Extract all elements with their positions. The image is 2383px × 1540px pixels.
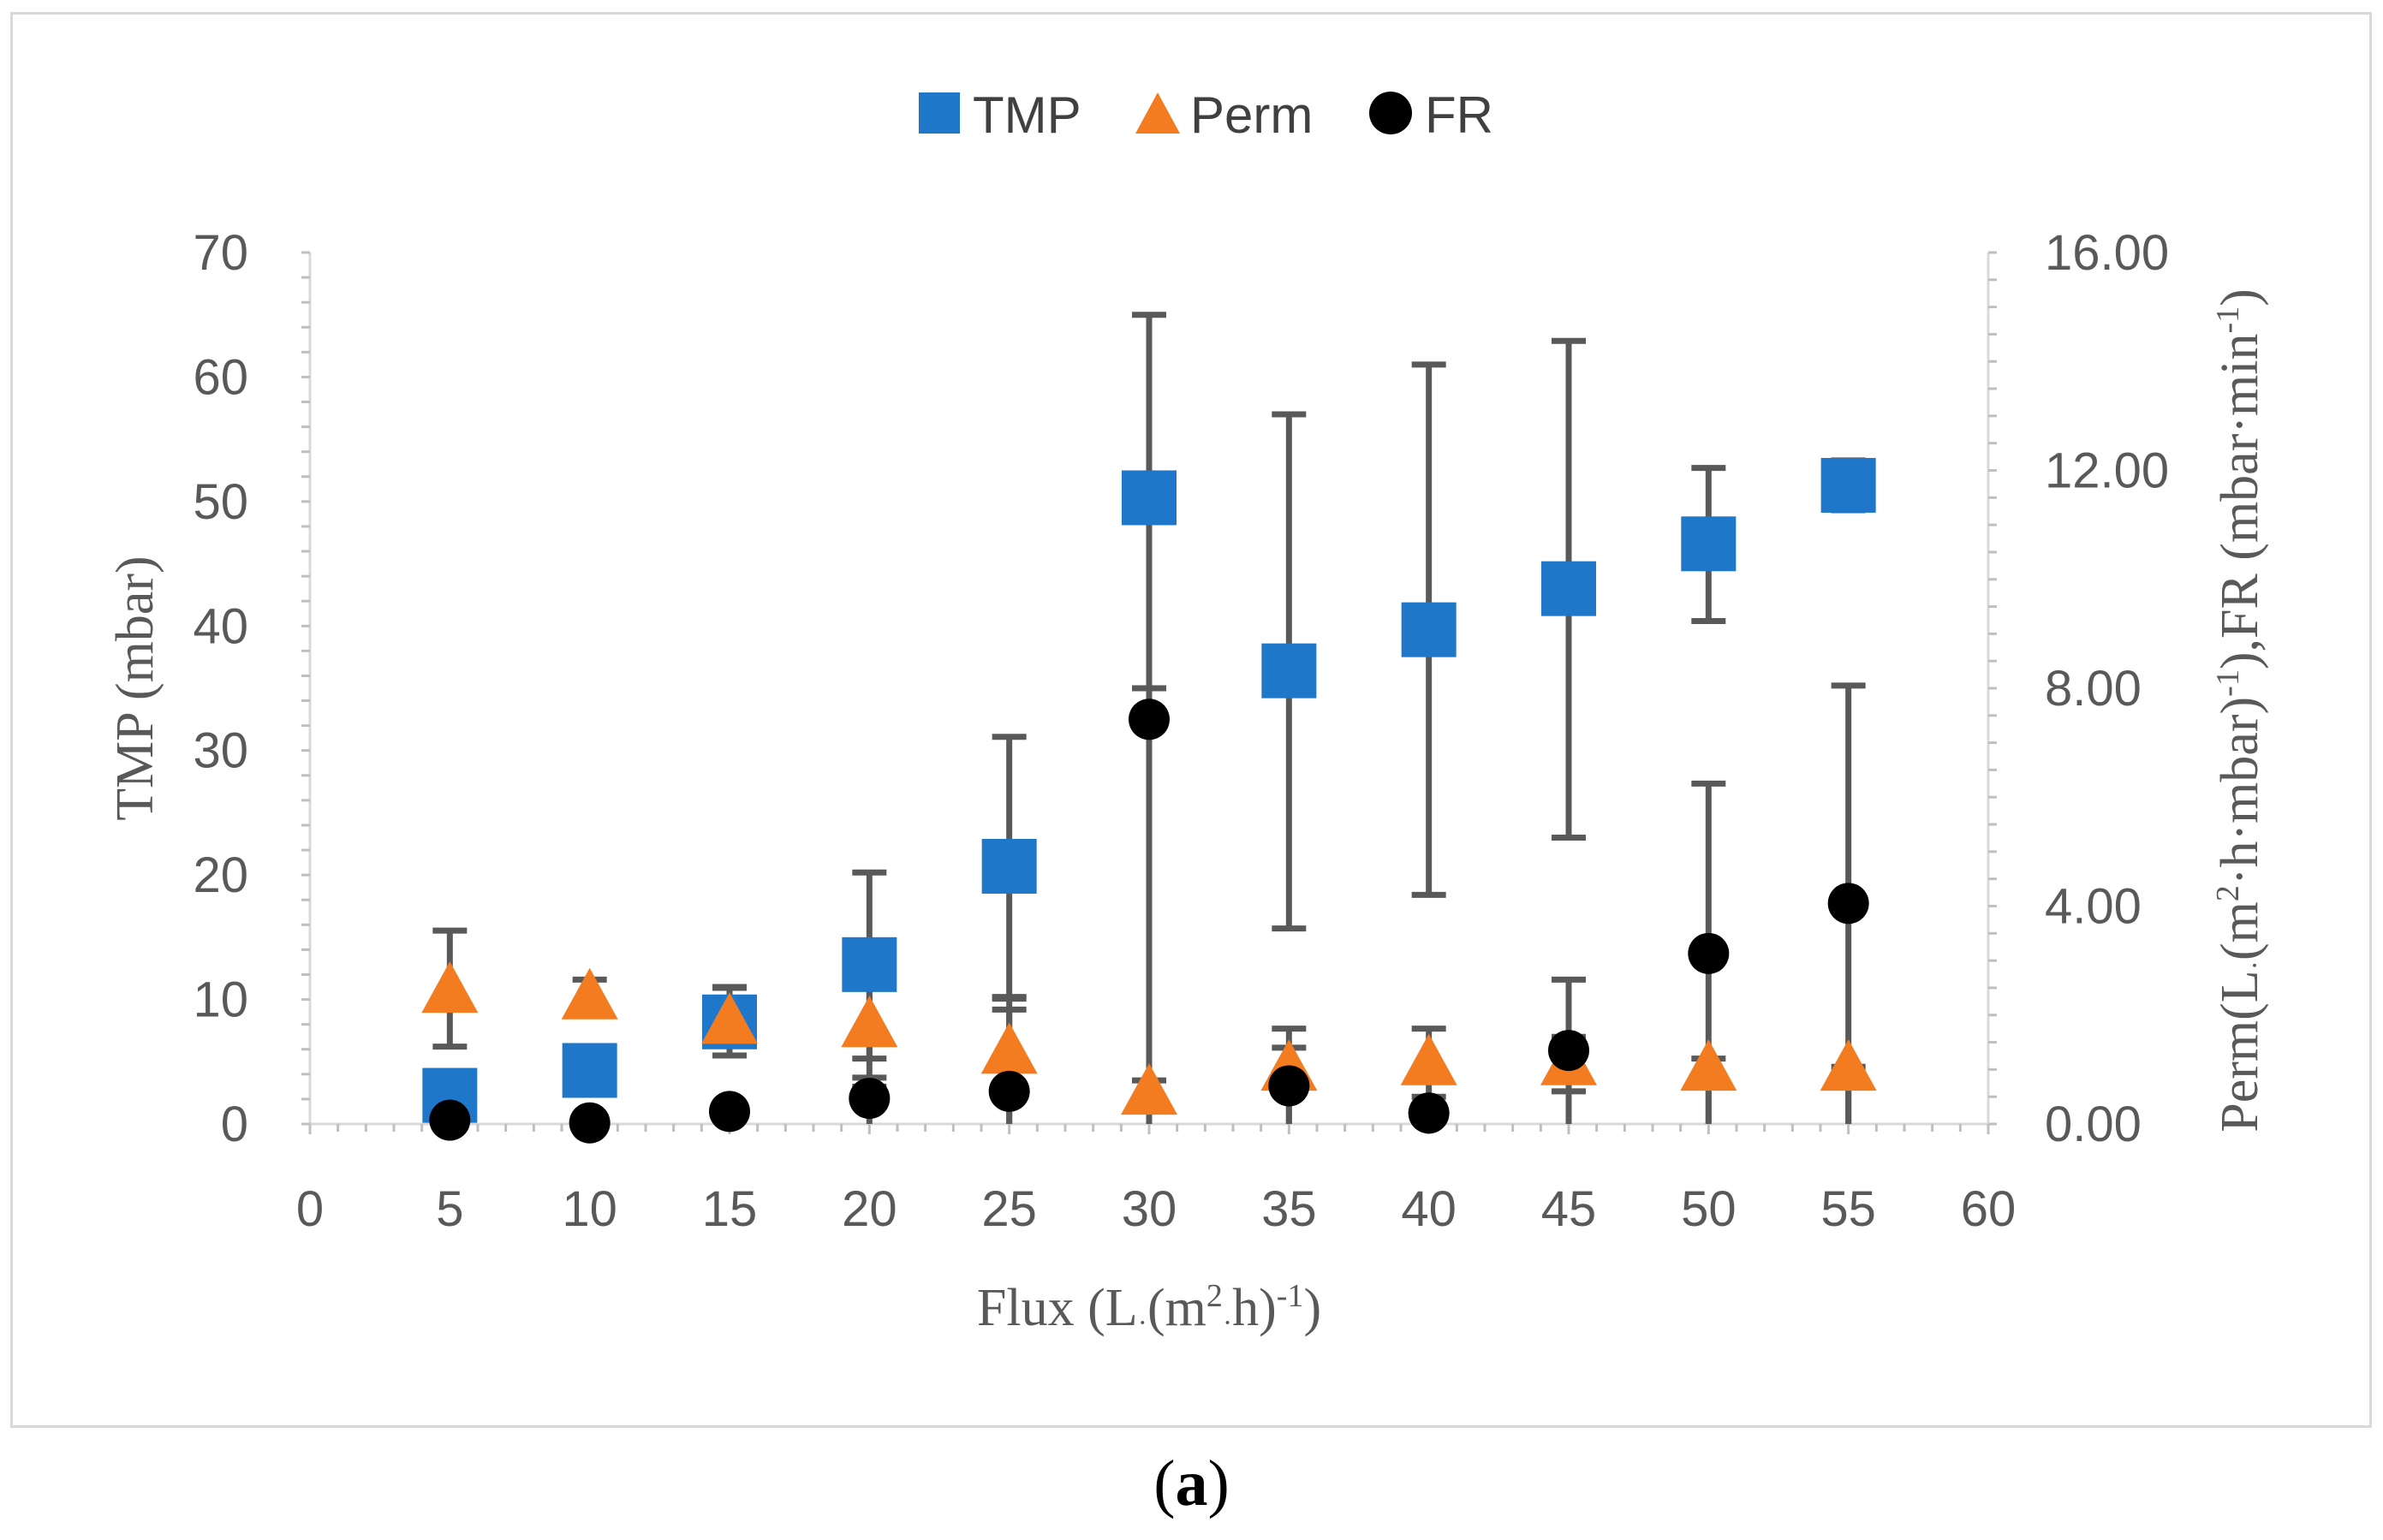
point-tmp [1122,470,1177,526]
y-left-tick-label: 20 [193,847,248,903]
y-left-tick-labels: 0 10 20 30 40 50 60 70 [193,225,248,1152]
point-fr [429,1099,471,1141]
y-right-tick-label: 12.00 [2045,443,2169,499]
figure-caption: (a) [1153,1448,1230,1519]
y-axis-right-title: Perm(L·(m2·h·mbar)-1),FR (mbar·min-1) [2210,288,2271,1133]
point-fr [1548,1030,1589,1072]
y-axis-left-title: TMP (mbar) [106,556,164,820]
x-tick-label: 25 [981,1181,1037,1237]
legend-marker-tmp [919,92,960,134]
point-fr [988,1070,1030,1112]
x-tick-label: 35 [1261,1181,1317,1237]
point-perm [1680,1039,1737,1091]
y-left-tick-label: 40 [193,598,248,654]
point-tmp [842,936,897,992]
x-tick-label: 60 [1961,1181,2017,1237]
point-perm [1820,1039,1877,1091]
point-perm [561,967,618,1020]
x-tick-label: 40 [1401,1181,1457,1237]
x-tick-label: 45 [1541,1181,1597,1237]
point-fr [1408,1092,1450,1134]
y-left-tick-label: 60 [193,349,248,405]
legend-label-fr: FR [1425,86,1493,144]
point-fr [1827,883,1869,925]
point-tmp [1681,516,1737,572]
x-tick-label: 50 [1681,1181,1737,1237]
y-right-tick-label: 16.00 [2045,225,2169,281]
y-left-tick-label: 70 [193,225,248,281]
legend-label-perm: Perm [1190,86,1313,144]
point-perm [841,996,898,1048]
data-markers [421,457,1877,1144]
x-tick-label: 15 [702,1181,758,1237]
point-perm [1400,1033,1457,1085]
point-perm [421,961,479,1014]
point-perm [1121,1063,1177,1115]
x-tick-label: 55 [1820,1181,1876,1237]
point-fr [709,1091,750,1133]
point-tmp [1261,643,1317,699]
point-fr [569,1102,611,1144]
y-right-tick-label: 4.00 [2045,879,2142,935]
point-fr [849,1078,891,1120]
point-tmp [1401,602,1457,657]
y-left-tick-label: 10 [193,972,248,1028]
x-tick-label: 10 [562,1181,617,1237]
chart-frame [10,12,2372,1428]
point-fr [1688,932,1730,974]
y-left-tick-label: 0 [221,1097,248,1152]
x-tick-label: 0 [296,1181,324,1237]
point-tmp [981,838,1037,894]
point-fr [1129,699,1170,740]
legend-marker-perm [1135,92,1180,134]
y-right-tick-label: 8.00 [2045,661,2142,716]
y-right-tick-labels: 0.00 4.00 8.00 12.00 16.00 [2045,225,2169,1152]
point-perm [980,1022,1038,1074]
x-tick-labels: 0 5 10 15 20 25 30 35 40 45 50 55 60 [296,1181,2016,1237]
x-axis-title: Flux (L·(m2·h)-1) [977,1278,1321,1339]
point-tmp [1541,561,1596,616]
legend: TMP Perm FR [919,86,1493,144]
y-left-tick-label: 30 [193,723,248,779]
legend-marker-fr [1369,92,1412,134]
y-left-tick-label: 50 [193,474,248,530]
legend-label-tmp: TMP [973,86,1081,144]
x-tick-label: 20 [842,1181,897,1237]
x-tick-label: 30 [1122,1181,1177,1237]
point-tmp [1820,457,1876,513]
x-tick-label: 5 [436,1181,463,1237]
point-fr [1268,1065,1310,1107]
point-perm [701,992,758,1044]
point-tmp [562,1043,617,1098]
y-right-tick-label: 0.00 [2045,1097,2142,1152]
